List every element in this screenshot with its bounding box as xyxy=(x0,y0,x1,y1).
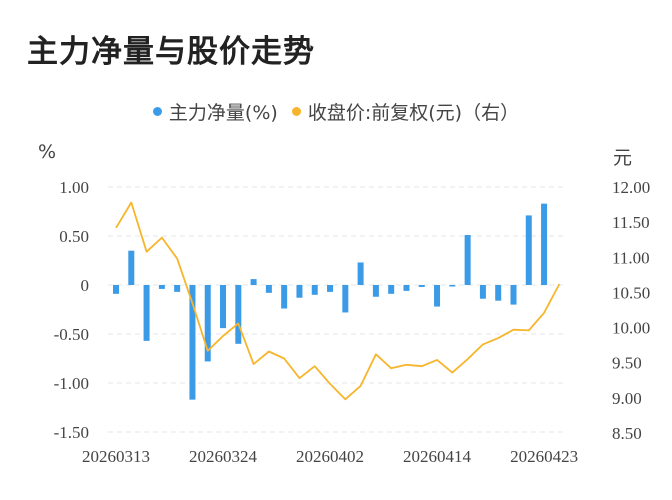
bar xyxy=(250,279,257,285)
right-tick-label: 9.00 xyxy=(612,389,642,408)
bar xyxy=(311,285,318,295)
bar xyxy=(204,285,211,362)
x-tick-label: 20260324 xyxy=(189,447,258,466)
left-tick-label: 0 xyxy=(81,276,90,295)
legend-item-line[interactable]: 收盘价:前复权(元)（右） xyxy=(291,98,520,125)
legend-bar-label: 主力净量(%) xyxy=(168,102,278,124)
right-tick-label: 11.00 xyxy=(612,248,650,267)
chart-legend: 主力净量(%) 收盘价:前复权(元)（右） xyxy=(0,98,672,125)
bar xyxy=(189,285,196,400)
bar xyxy=(541,203,548,285)
right-tick-label: 11.50 xyxy=(612,213,650,232)
bar xyxy=(265,285,272,293)
legend-line-marker-icon xyxy=(291,107,301,116)
bar xyxy=(449,285,456,287)
bar xyxy=(158,285,165,289)
bar xyxy=(327,285,334,292)
right-tick-label: 10.50 xyxy=(612,283,650,302)
x-tick-label: 20260402 xyxy=(296,447,364,466)
x-tick-label: 20260313 xyxy=(82,447,150,466)
bar xyxy=(418,285,425,287)
left-tick-label: -0.50 xyxy=(54,325,89,344)
left-axis-unit: % xyxy=(38,141,57,163)
bar xyxy=(143,285,150,341)
chart-title: 主力净量与股价走势 xyxy=(27,34,315,70)
bar xyxy=(357,262,364,285)
left-tick-label: -1.50 xyxy=(54,423,89,442)
legend-line-label: 收盘价:前复权(元)（右） xyxy=(307,102,520,124)
bar xyxy=(464,235,471,285)
right-tick-label: 12.00 xyxy=(612,178,650,197)
bar xyxy=(296,285,303,298)
left-tick-label: 0.50 xyxy=(59,227,89,246)
right-tick-label: 9.50 xyxy=(612,354,642,373)
bar xyxy=(434,285,441,307)
x-tick-label: 20260423 xyxy=(510,447,578,466)
bar xyxy=(525,215,532,285)
x-tick-label: 20260414 xyxy=(403,447,472,466)
bar xyxy=(220,285,227,329)
price-line xyxy=(115,201,561,401)
right-axis-unit: 元 xyxy=(613,147,633,169)
bar xyxy=(403,285,410,291)
left-tick-label: -1.00 xyxy=(54,374,89,393)
right-tick-label: 10.00 xyxy=(612,319,650,338)
bar xyxy=(388,285,395,294)
legend-item-bar[interactable]: 主力净量(%) xyxy=(152,98,278,125)
right-tick-label: 8.50 xyxy=(612,424,642,443)
bar xyxy=(281,285,288,309)
bar xyxy=(495,285,502,301)
legend-bar-marker-icon xyxy=(152,107,162,116)
bar xyxy=(174,285,181,292)
bar xyxy=(372,285,379,297)
bar xyxy=(510,285,517,305)
bar xyxy=(113,285,119,294)
bar xyxy=(479,285,486,299)
bar xyxy=(128,250,135,285)
left-tick-label: 1.00 xyxy=(59,178,89,197)
bar xyxy=(235,285,242,344)
bar xyxy=(342,285,349,313)
